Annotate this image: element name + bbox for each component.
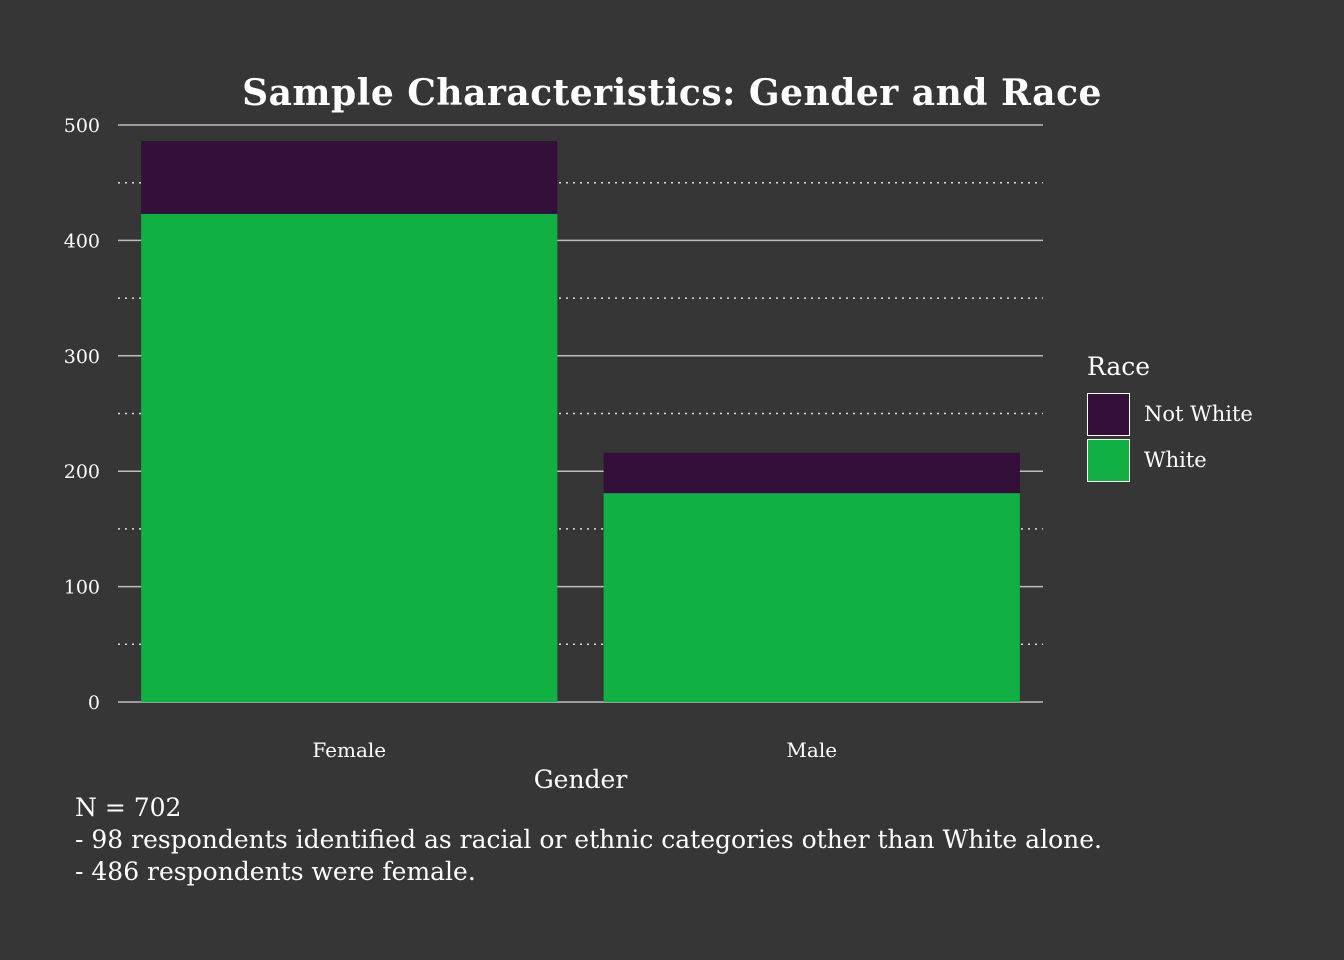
x-tick-label: Male [786,738,837,762]
y-tick-label: 400 [64,230,100,252]
legend-label: White [1144,448,1207,472]
chart-title: Sample Characteristics: Gender and Race [242,72,1102,114]
legend-item-white: White [1087,437,1253,483]
caption-line: - 486 respondents were female. [75,857,476,886]
x-axis-title: Gender [534,765,628,794]
caption: N = 702 - 98 respondents identified as r… [75,792,1102,888]
legend: Race Not White White [1087,352,1253,483]
bar-not-white-female [141,141,558,214]
y-tick-label: 200 [64,461,100,483]
x-tick-label: Female [312,738,386,762]
bar-not-white-male [603,452,1020,494]
legend-swatch-white [1087,438,1130,482]
legend-item-not-white: Not White [1087,391,1253,437]
y-tick-label: 100 [64,577,100,599]
bar-white-male [603,493,1020,702]
caption-line: - 98 respondents identified as racial or… [75,825,1102,854]
y-tick-label: 0 [88,692,100,714]
y-tick-label: 500 [64,115,100,137]
y-tick-label: 300 [64,346,100,368]
bar-white-female [141,213,558,702]
legend-label: Not White [1144,402,1253,426]
legend-swatch-not-white [1087,392,1130,436]
caption-line: N = 702 [75,793,182,822]
legend-title: Race [1087,352,1151,381]
